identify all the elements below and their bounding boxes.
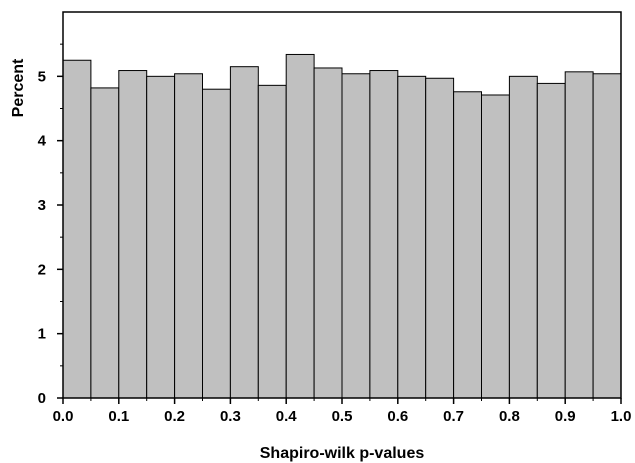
y-tick-label-3: 3 bbox=[38, 197, 46, 214]
x-tick-label-2: 0.2 bbox=[164, 408, 185, 425]
x-tick-label-9: 0.9 bbox=[555, 408, 576, 425]
y-tick-label-1: 1 bbox=[38, 326, 46, 343]
y-tick-label-2: 2 bbox=[38, 261, 46, 278]
x-tick-label-4: 0.4 bbox=[276, 408, 298, 425]
histogram-bar-4 bbox=[174, 73, 204, 399]
histogram-bars bbox=[62, 53, 622, 399]
x-axis-title: Shapiro-wilk p-values bbox=[260, 445, 425, 462]
y-tick-label-0: 0 bbox=[38, 390, 46, 407]
histogram-bar-8 bbox=[285, 53, 315, 399]
x-tick-label-3: 0.3 bbox=[220, 408, 241, 425]
histogram-bar-14 bbox=[453, 91, 483, 399]
x-tick-label-10: 1.0 bbox=[611, 408, 632, 425]
x-tick-label-1: 0.1 bbox=[108, 408, 129, 425]
histogram-bar-5 bbox=[202, 88, 231, 399]
histogram-bar-9 bbox=[313, 67, 343, 399]
x-axis-ticks: 0.0 0.1 0.2 0.3 0.4 0.5 0.6 0.7 0.8 0.9 1.0 bbox=[53, 398, 632, 425]
y-tick-label-5: 5 bbox=[38, 68, 46, 85]
histogram-bar-19 bbox=[592, 73, 622, 399]
y-axis-title: Percent bbox=[10, 58, 27, 117]
y-axis-ticks: 0 1 2 3 4 5 bbox=[38, 43, 63, 407]
x-tick-label-0: 0.0 bbox=[53, 408, 74, 425]
histogram-bar-2 bbox=[118, 70, 148, 399]
x-tick-label-6: 0.6 bbox=[387, 408, 408, 425]
x-tick-label-7: 0.7 bbox=[443, 408, 464, 425]
x-tick-label-8: 0.8 bbox=[499, 408, 520, 425]
histogram-bar-1 bbox=[90, 87, 120, 399]
histogram-bar-17 bbox=[536, 82, 566, 399]
histogram-bar-12 bbox=[397, 75, 427, 399]
x-tick-label-5: 0.5 bbox=[332, 408, 353, 425]
histogram-bar-0 bbox=[62, 59, 92, 399]
histogram-bar-15 bbox=[481, 94, 510, 399]
histogram-bar-13 bbox=[425, 77, 455, 399]
histogram-bar-6 bbox=[229, 66, 259, 399]
y-tick-label-4: 4 bbox=[38, 133, 47, 150]
histogram-bar-11 bbox=[369, 70, 399, 399]
histogram-bar-3 bbox=[146, 75, 176, 399]
histogram-bar-16 bbox=[508, 75, 538, 399]
histogram-bar-7 bbox=[257, 84, 287, 399]
histogram-bar-10 bbox=[341, 73, 371, 399]
histogram-bar-18 bbox=[564, 71, 594, 399]
